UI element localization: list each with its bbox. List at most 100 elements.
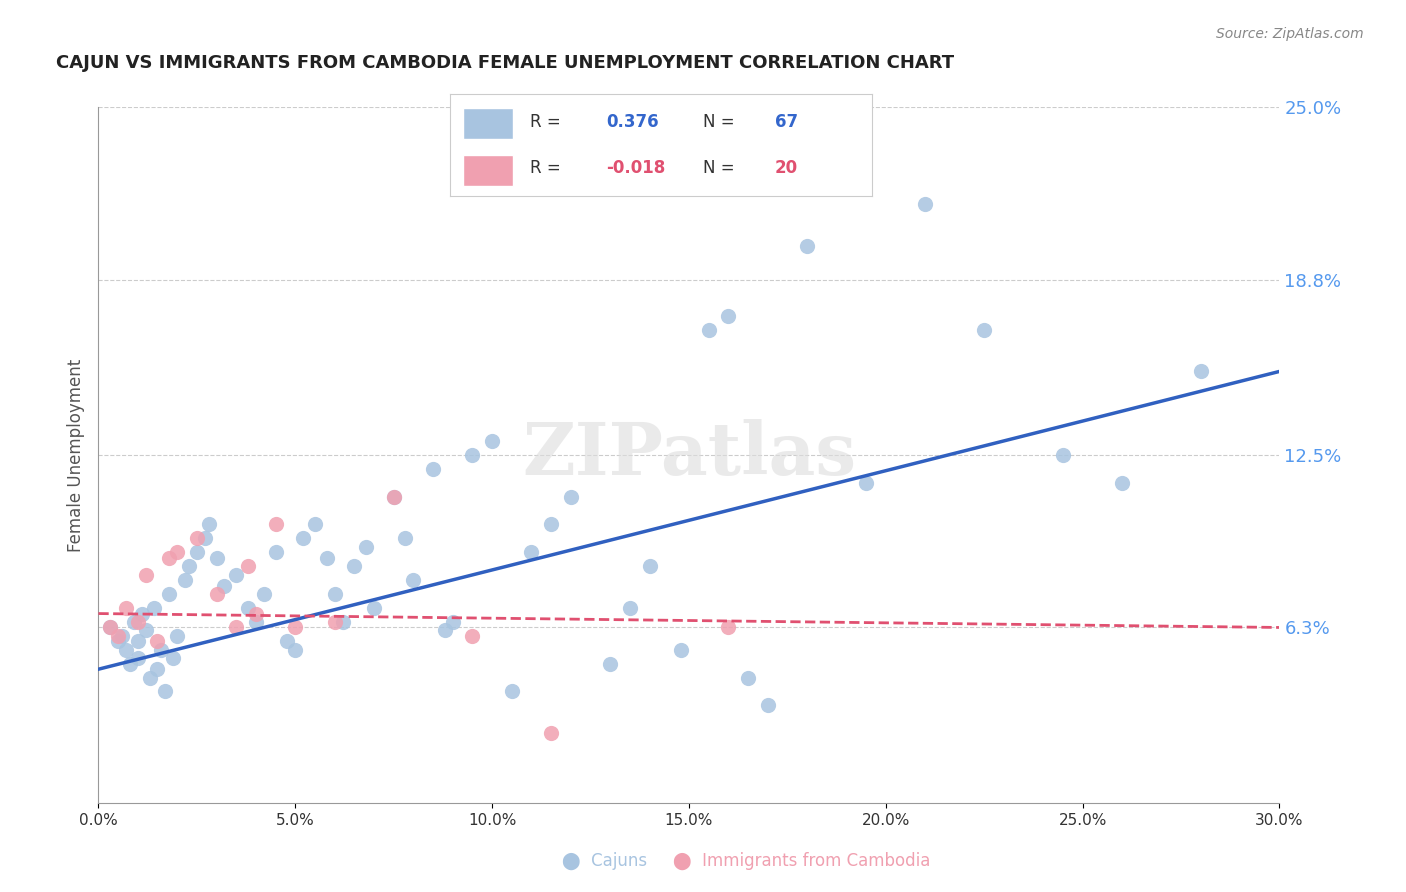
Point bbox=[135, 624, 157, 638]
Point bbox=[717, 309, 740, 323]
Point bbox=[146, 634, 169, 648]
Point bbox=[150, 642, 173, 657]
Point bbox=[323, 587, 346, 601]
Text: CAJUN VS IMMIGRANTS FROM CAMBODIA FEMALE UNEMPLOYMENT CORRELATION CHART: CAJUN VS IMMIGRANTS FROM CAMBODIA FEMALE… bbox=[56, 54, 955, 71]
Point bbox=[461, 629, 484, 643]
Point bbox=[138, 671, 160, 685]
Point bbox=[157, 587, 180, 601]
Point bbox=[441, 615, 464, 629]
Point bbox=[304, 517, 326, 532]
Point bbox=[177, 559, 200, 574]
Y-axis label: Female Unemployment: Female Unemployment bbox=[66, 359, 84, 551]
Point bbox=[914, 197, 936, 211]
Point bbox=[382, 490, 405, 504]
Point bbox=[422, 462, 444, 476]
Point bbox=[155, 684, 177, 698]
Point bbox=[481, 434, 503, 448]
Point bbox=[796, 239, 818, 253]
Point bbox=[737, 671, 759, 685]
Point bbox=[166, 545, 188, 559]
Point bbox=[973, 323, 995, 337]
Point bbox=[402, 573, 425, 587]
Point bbox=[1111, 475, 1133, 490]
Text: 0.376: 0.376 bbox=[606, 113, 658, 131]
Point bbox=[540, 517, 562, 532]
Point bbox=[433, 624, 456, 638]
Text: R =: R = bbox=[530, 159, 561, 177]
Point bbox=[501, 684, 523, 698]
Point bbox=[205, 550, 228, 565]
Point bbox=[264, 545, 287, 559]
Text: ⬤  Immigrants from Cambodia: ⬤ Immigrants from Cambodia bbox=[672, 852, 931, 870]
FancyBboxPatch shape bbox=[463, 155, 513, 186]
Point bbox=[520, 545, 543, 559]
Point bbox=[236, 601, 259, 615]
Point bbox=[697, 323, 720, 337]
Point bbox=[717, 620, 740, 634]
Point bbox=[127, 634, 149, 648]
FancyBboxPatch shape bbox=[463, 108, 513, 139]
Point bbox=[127, 615, 149, 629]
Point bbox=[162, 651, 184, 665]
Text: ZIPatlas: ZIPatlas bbox=[522, 419, 856, 491]
Point bbox=[276, 634, 298, 648]
Point bbox=[315, 550, 337, 565]
Point bbox=[599, 657, 621, 671]
Text: 67: 67 bbox=[775, 113, 797, 131]
Point bbox=[135, 567, 157, 582]
Text: 20: 20 bbox=[775, 159, 797, 177]
Point bbox=[638, 559, 661, 574]
Text: N =: N = bbox=[703, 159, 734, 177]
Point bbox=[166, 629, 188, 643]
Point bbox=[284, 620, 307, 634]
Point bbox=[214, 579, 236, 593]
Point bbox=[98, 620, 121, 634]
Point bbox=[107, 629, 129, 643]
Point bbox=[107, 634, 129, 648]
Point bbox=[127, 651, 149, 665]
Point bbox=[157, 550, 180, 565]
Point bbox=[225, 620, 247, 634]
Point bbox=[205, 587, 228, 601]
Point bbox=[186, 532, 208, 546]
Point bbox=[284, 642, 307, 657]
Point bbox=[343, 559, 366, 574]
Point bbox=[323, 615, 346, 629]
Point bbox=[855, 475, 877, 490]
Point bbox=[115, 642, 138, 657]
Point bbox=[461, 448, 484, 462]
Text: -0.018: -0.018 bbox=[606, 159, 665, 177]
Point bbox=[115, 601, 138, 615]
Point bbox=[619, 601, 641, 615]
Point bbox=[194, 532, 217, 546]
Text: ⬤  Cajuns: ⬤ Cajuns bbox=[562, 852, 647, 870]
Point bbox=[363, 601, 385, 615]
Point bbox=[264, 517, 287, 532]
Point bbox=[354, 540, 377, 554]
Point bbox=[1189, 364, 1212, 378]
Text: Source: ZipAtlas.com: Source: ZipAtlas.com bbox=[1216, 27, 1364, 41]
Point bbox=[245, 607, 267, 621]
Point bbox=[131, 607, 153, 621]
Point bbox=[146, 662, 169, 676]
Point bbox=[669, 642, 692, 657]
Point bbox=[186, 545, 208, 559]
Point bbox=[394, 532, 416, 546]
Point bbox=[292, 532, 315, 546]
Point bbox=[382, 490, 405, 504]
Point bbox=[253, 587, 276, 601]
Text: R =: R = bbox=[530, 113, 561, 131]
Point bbox=[756, 698, 779, 713]
Point bbox=[197, 517, 219, 532]
Point bbox=[174, 573, 197, 587]
Point bbox=[332, 615, 354, 629]
Point bbox=[98, 620, 121, 634]
Point bbox=[142, 601, 165, 615]
Point bbox=[560, 490, 582, 504]
Point bbox=[540, 726, 562, 740]
Point bbox=[118, 657, 141, 671]
Point bbox=[245, 615, 267, 629]
Point bbox=[1052, 448, 1074, 462]
Point bbox=[122, 615, 145, 629]
Text: N =: N = bbox=[703, 113, 734, 131]
